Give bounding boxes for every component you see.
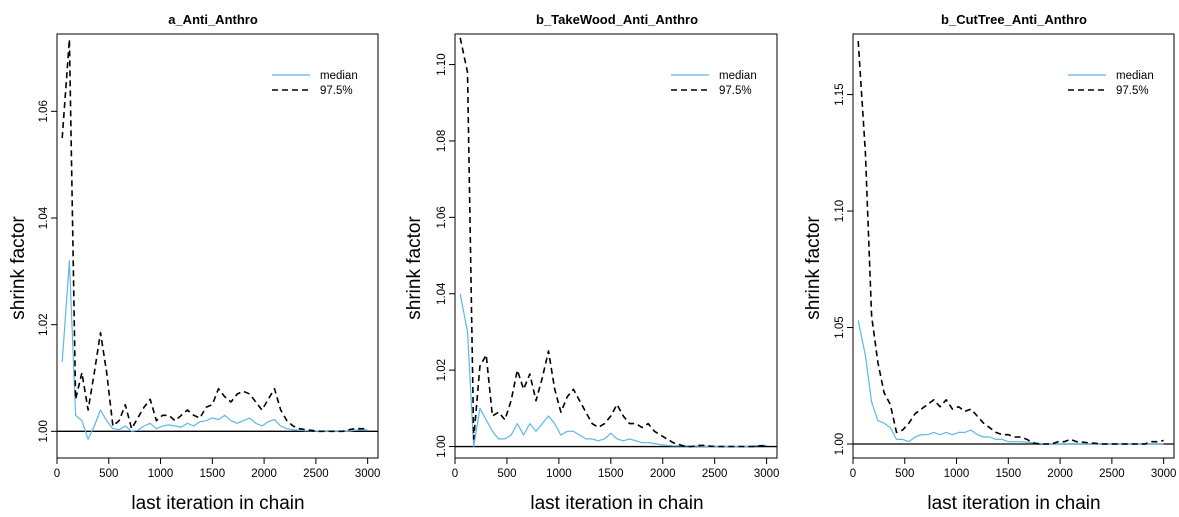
y-axis-label: shrink factor: [404, 216, 425, 320]
x-axis-label: last iteration in chain: [927, 493, 1100, 514]
panel-b-cuttree-anti-anthro: b_CutTree_Anti_Anthro last iteration in …: [803, 12, 1176, 514]
plot-area: 0 500 1000 1500 2000 2500 3000 1.00 1.05 1.10 1.15…: [834, 33, 1177, 480]
plot-frame: [56, 33, 379, 459]
plot-area: 0 500 1000 1500 2000 2500 3000 1.00 1.02 1.04 1.06…: [436, 33, 780, 480]
y-tick-label: 1.00: [436, 435, 448, 457]
x-tick-label: 3000: [754, 468, 780, 480]
plot-frame: [454, 33, 778, 459]
x-tick-label: 0: [54, 468, 60, 480]
x-axis-label: last iteration in chain: [530, 493, 703, 514]
x-tick-label: 0: [850, 468, 856, 480]
y-tick-label: 1.10: [436, 53, 448, 75]
x-axis-label: last iteration in chain: [131, 493, 304, 514]
y-tick-label: 1.00: [834, 433, 846, 455]
x-tick-label: 1000: [944, 468, 970, 480]
x-tick-label: 2000: [650, 468, 676, 480]
x-tick-label: 500: [895, 468, 914, 480]
x-tick-label: 3000: [355, 468, 381, 480]
y-tick-label: 1.10: [834, 200, 846, 222]
y-tick-label: 1.02: [436, 359, 448, 381]
panel-title: b_TakeWood_Anti_Anthro: [536, 12, 698, 27]
series-line-quantile-97-5: [459, 37, 767, 448]
y-axis-label: shrink factor: [803, 216, 824, 320]
y-tick-label: 1.15: [834, 83, 846, 105]
plot-frame: [852, 33, 1175, 459]
series-line-median: [61, 260, 368, 440]
panel-a-anti-anthro: a_Anti_Anthro last iteration in chain sh…: [8, 12, 380, 514]
y-tick-label: 1.00: [38, 420, 50, 442]
y-tick-label: 1.04: [436, 282, 448, 305]
panel-title: b_CutTree_Anti_Anthro: [941, 12, 1087, 27]
series-line-quantile-97-5: [61, 38, 368, 433]
y-tick-label: 1.06: [38, 100, 50, 122]
series-line-median: [459, 293, 767, 448]
x-tick-label: 1500: [996, 468, 1022, 480]
legend-label: 97.5%: [719, 85, 752, 97]
legend-label: 97.5%: [1116, 85, 1149, 97]
legend-label: 97.5%: [320, 85, 353, 97]
x-tick-label: 2000: [1047, 468, 1073, 480]
y-tick-label: 1.05: [834, 316, 846, 338]
x-tick-label: 1000: [148, 468, 174, 480]
y-tick-label: 1.08: [436, 130, 448, 152]
x-tick-label: 1500: [200, 468, 226, 480]
y-tick-label: 1.06: [436, 206, 448, 228]
x-tick-label: 1500: [598, 468, 624, 480]
y-tick-label: 1.04: [38, 206, 50, 229]
x-tick-label: 2500: [303, 468, 329, 480]
plot-area: 0 500 1000 1500 2000 2500 3000 1.00 1.02 1.04 1.06…: [38, 33, 381, 480]
x-tick-label: 0: [452, 468, 458, 480]
x-tick-label: 3000: [1151, 468, 1177, 480]
x-tick-label: 500: [497, 468, 516, 480]
y-tick-label: 1.02: [38, 313, 50, 335]
x-tick-label: 2000: [251, 468, 277, 480]
x-tick-label: 500: [99, 468, 118, 480]
x-tick-label: 2500: [1099, 468, 1125, 480]
legend-label: median: [1116, 70, 1154, 82]
x-tick-label: 1000: [546, 468, 572, 480]
y-axis-label: shrink factor: [8, 216, 29, 320]
legend-label: median: [719, 70, 757, 82]
panel-b-takewood-anti-anthro: b_TakeWood_Anti_Anthro last iteration in…: [404, 12, 779, 514]
series-line-median: [857, 320, 1164, 445]
legend-label: median: [320, 70, 358, 82]
series-line-quantile-97-5: [857, 40, 1164, 445]
x-tick-label: 2500: [702, 468, 728, 480]
panel-title: a_Anti_Anthro: [168, 12, 258, 27]
